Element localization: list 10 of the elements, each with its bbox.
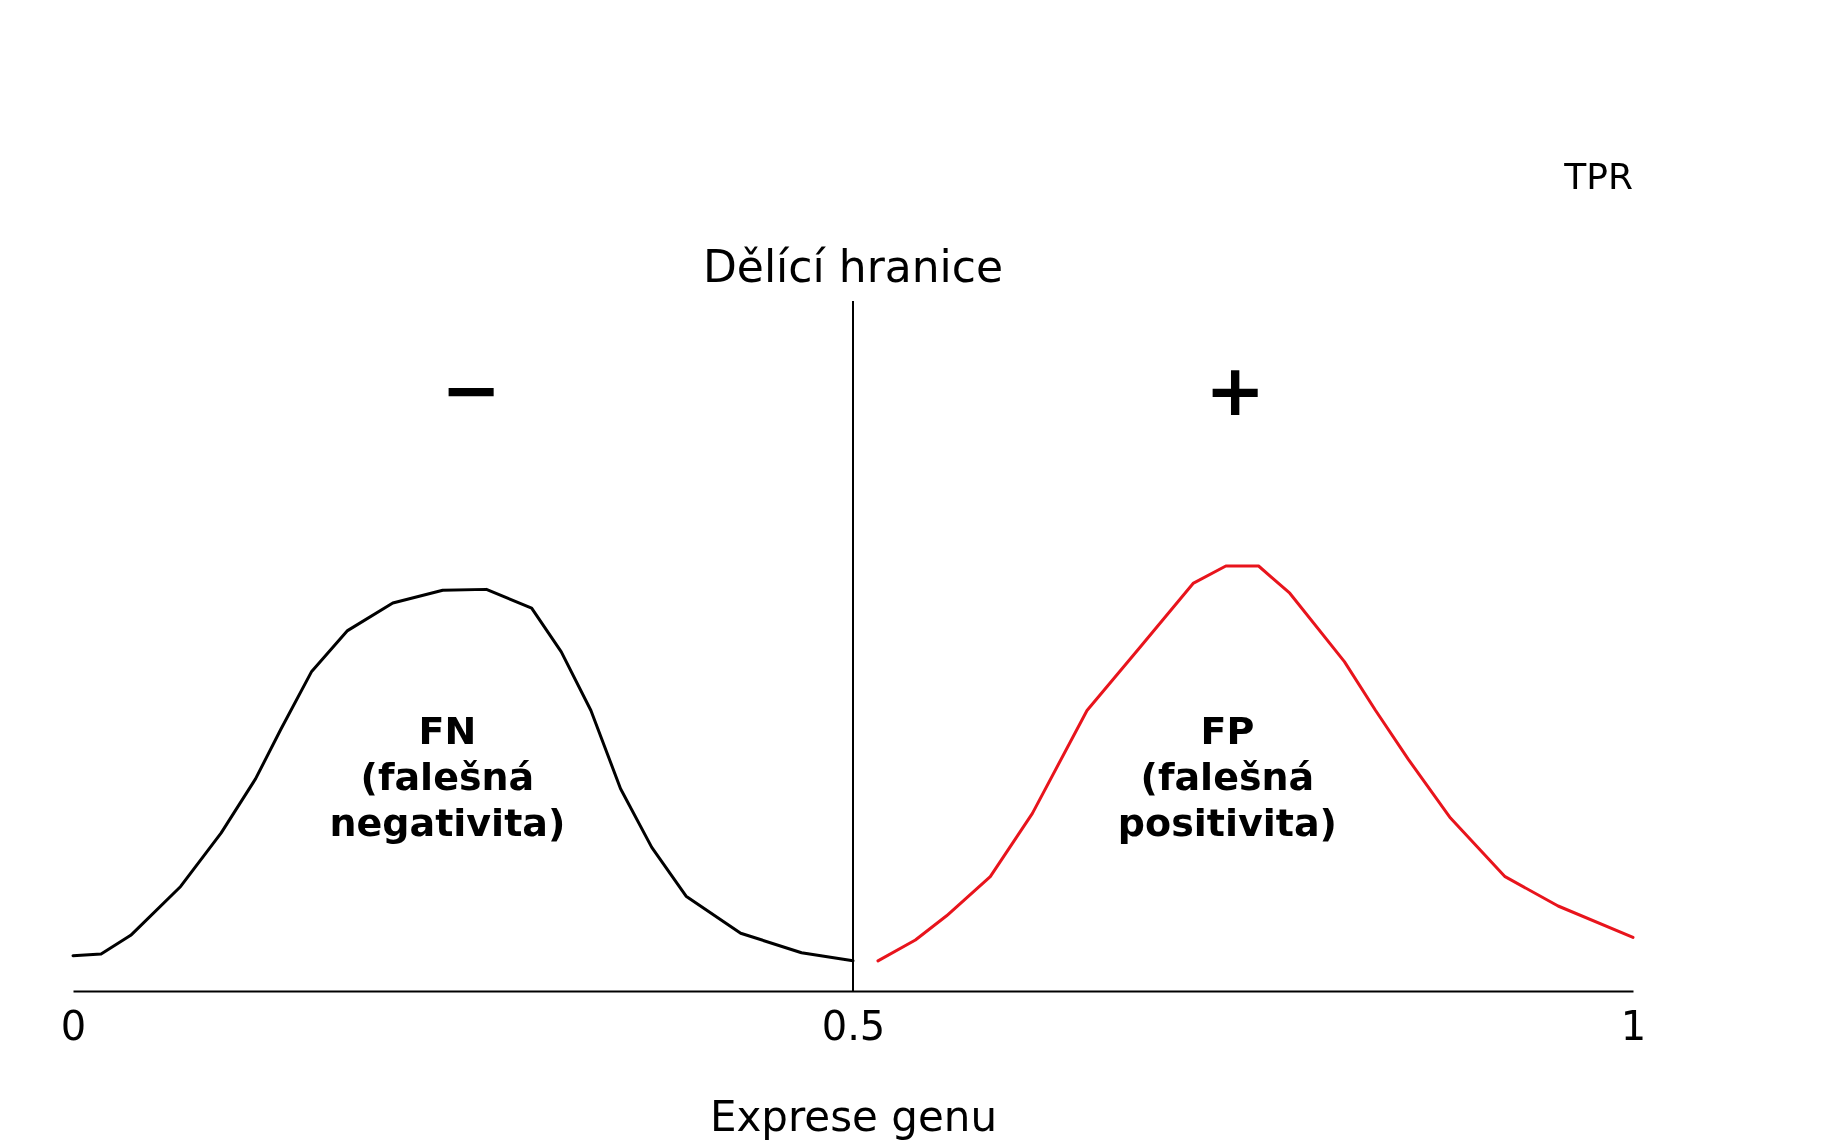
x-tick-label: 0 (60, 1002, 87, 1049)
text: + (1205, 347, 1266, 432)
text: − (440, 347, 501, 432)
text: TPR (1563, 156, 1633, 197)
x-tick-label: 0.5 (821, 1002, 886, 1049)
x-axis-title: Exprese genu (709, 1091, 998, 1140)
ref-line-label: Dělící hranice (702, 241, 1004, 292)
annotation: FP (falešná positivita) (1117, 708, 1337, 845)
annotation: FN (falešná negativita) (329, 708, 566, 845)
x-tick-label: 1 (1620, 1002, 1647, 1049)
